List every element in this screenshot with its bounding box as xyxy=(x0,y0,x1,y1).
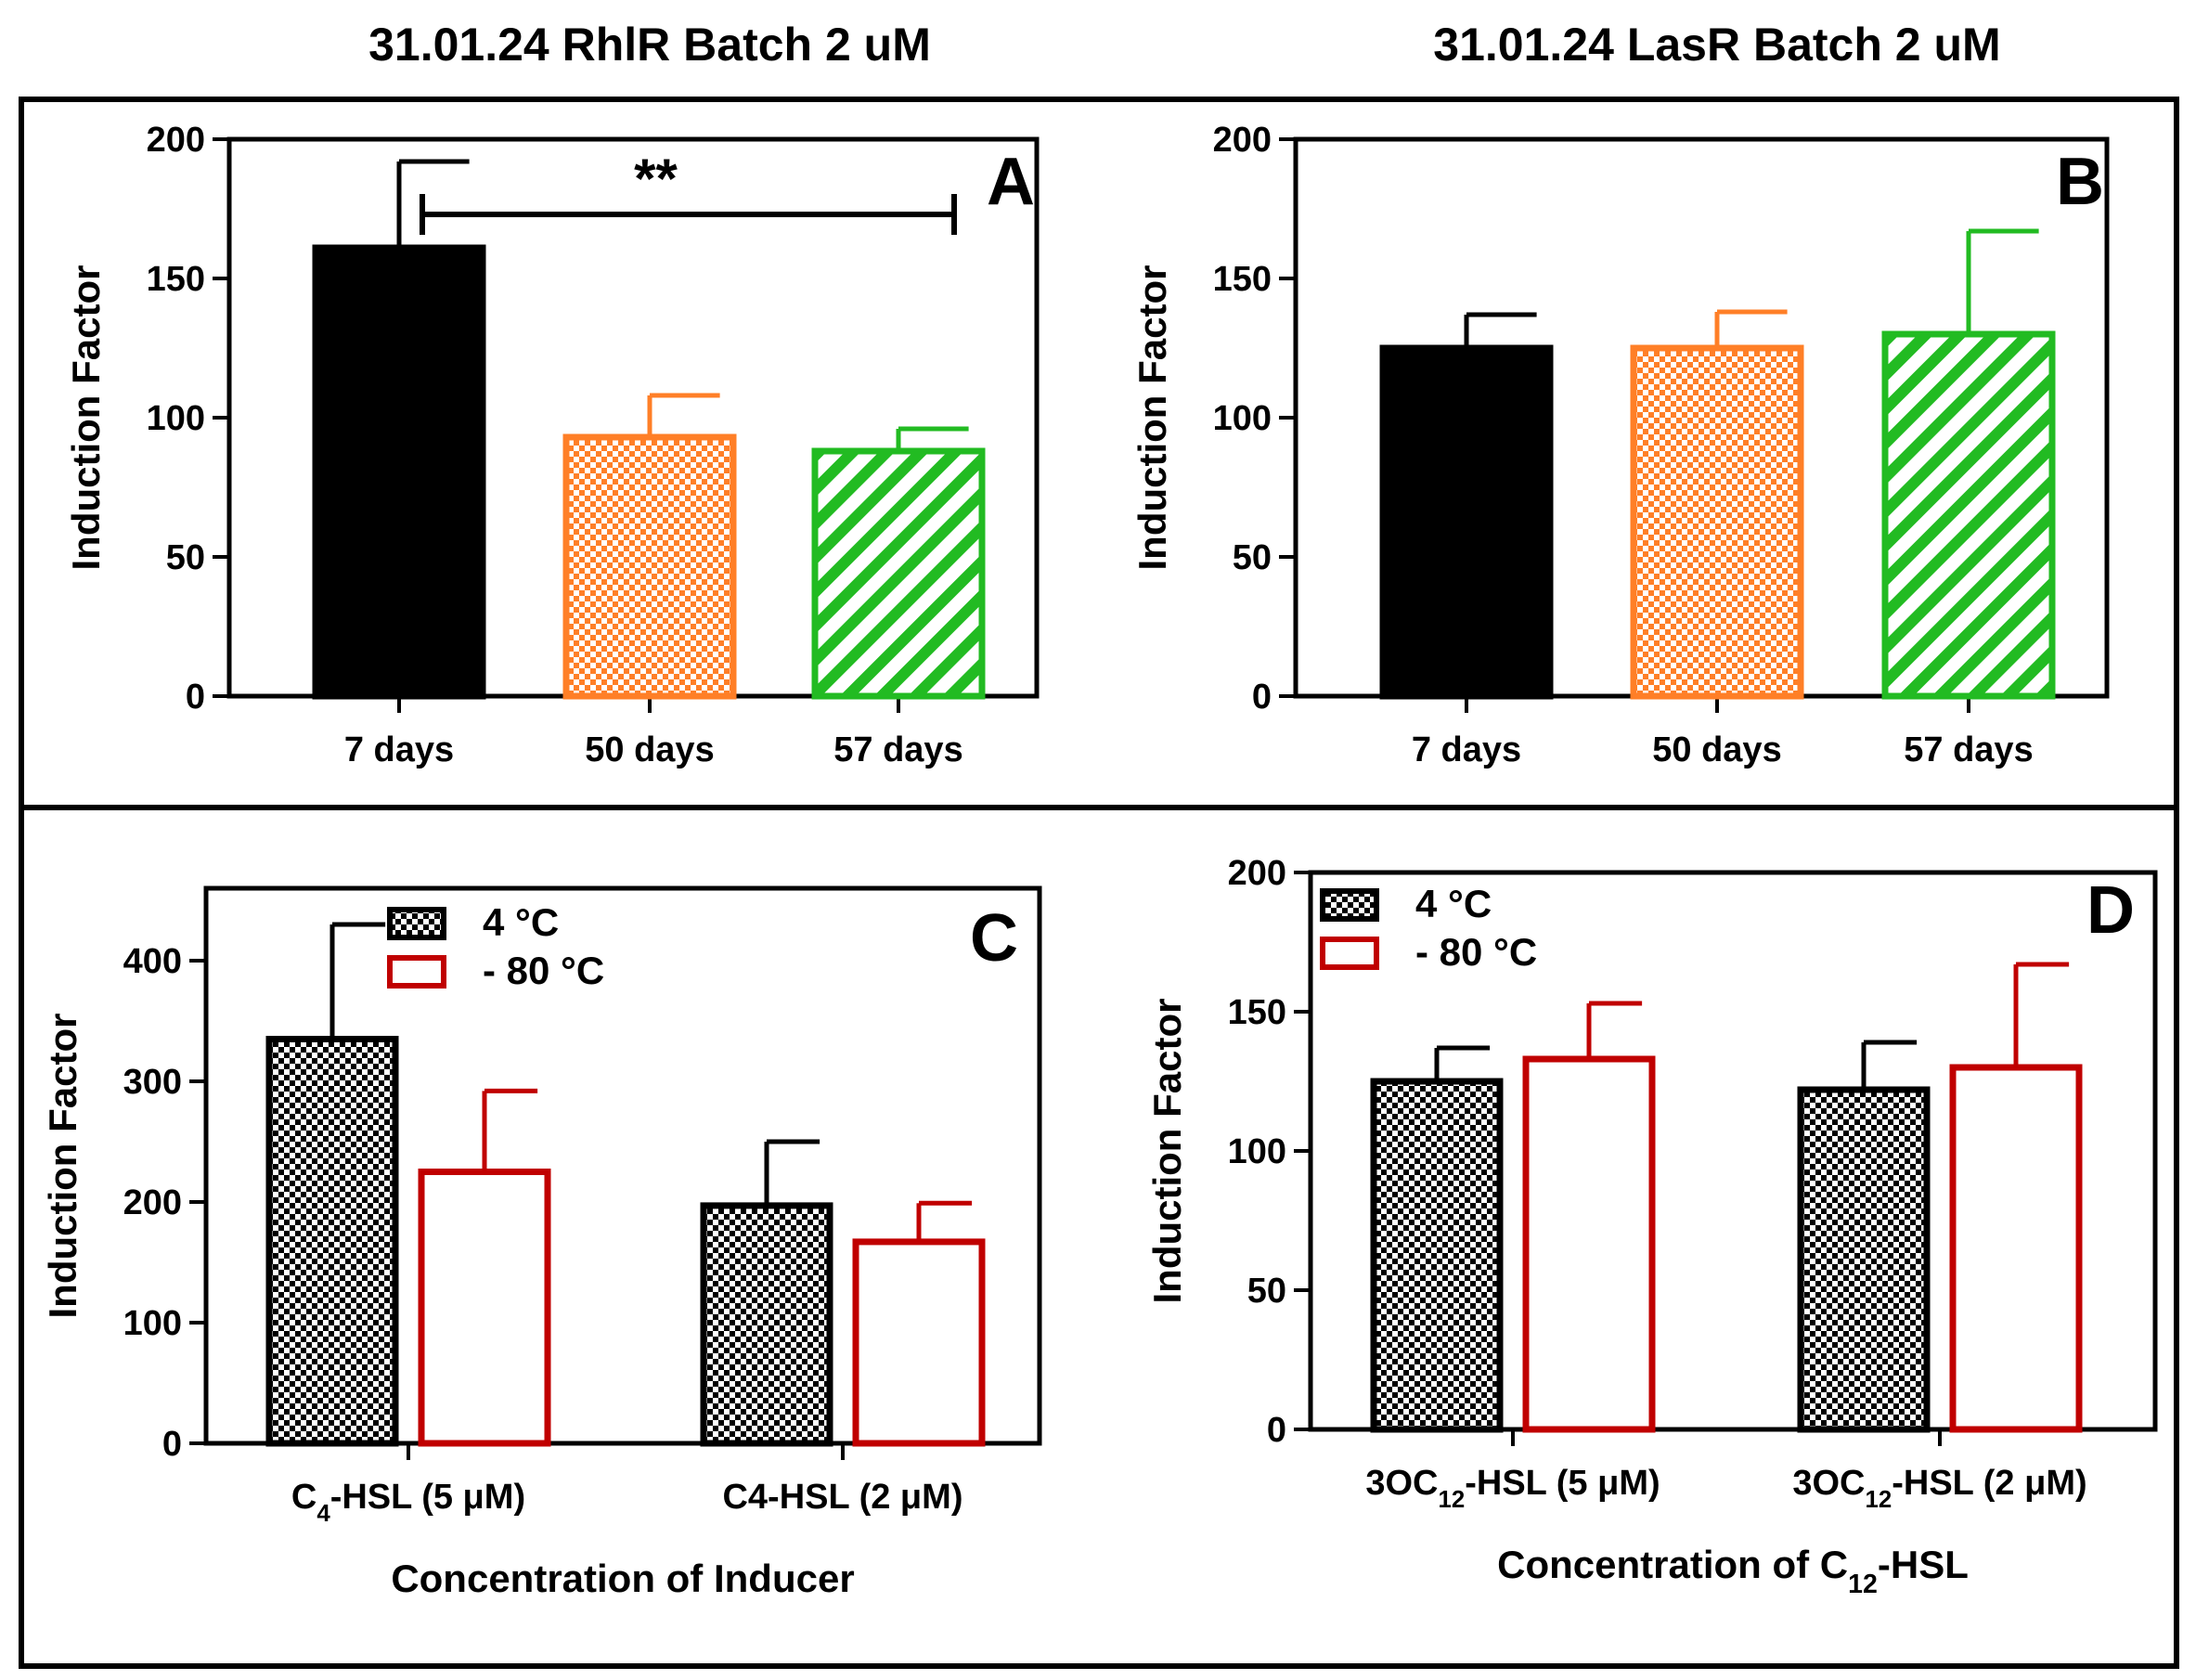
x-tick-label-subscript: 12 xyxy=(1865,1487,1892,1513)
bar-2 xyxy=(1881,330,2056,700)
y-axis-label: Induction Factor xyxy=(64,265,108,571)
y-tick-label: 0 xyxy=(1267,1411,1286,1450)
x-tick-label-subscript: 4 xyxy=(316,1501,330,1527)
y-tick-label: 200 xyxy=(147,121,205,160)
bar-1 xyxy=(562,433,737,700)
x-tick-label: 7 days xyxy=(344,730,454,769)
x-tick-label-part: 3OC xyxy=(1792,1464,1865,1503)
y-tick-label: 0 xyxy=(162,1425,182,1464)
y-tick-label: 200 xyxy=(123,1183,182,1222)
y-tick-label: 300 xyxy=(123,1063,182,1102)
x-tick-label-part: -HSL (5 μM) xyxy=(330,1478,525,1517)
plot-frame xyxy=(203,885,1042,1446)
y-tick-label: 0 xyxy=(1252,678,1272,717)
y-tick-label: 200 xyxy=(1213,121,1272,160)
significance-label: ** xyxy=(634,148,678,210)
y-tick-label: 100 xyxy=(1213,399,1272,438)
bar-0 xyxy=(312,244,486,700)
legend-swatch xyxy=(387,907,446,940)
x-tick-label: 57 days xyxy=(833,730,962,769)
bar-series-0-0 xyxy=(1370,1078,1504,1433)
x-tick-label: 50 days xyxy=(585,730,714,769)
y-tick-label: 50 xyxy=(166,538,205,577)
y-tick-label: 100 xyxy=(147,399,205,438)
legend-swatch xyxy=(1320,937,1379,970)
header-left: 31.01.24 RhlR Batch 2 uM xyxy=(368,19,931,71)
outer-frame xyxy=(19,97,2179,1669)
bar-series-0-1 xyxy=(1797,1086,1931,1433)
y-tick-label: 0 xyxy=(186,678,205,717)
x-tick-label: C4-HSL (2 μM) xyxy=(722,1478,962,1517)
x-tick-label: 50 days xyxy=(1652,730,1781,769)
y-tick-label: 400 xyxy=(123,942,182,981)
bar-series-0-1 xyxy=(700,1202,833,1447)
chart-panel-B: 0 50 100 150 200 Induction Factor B 7 days 50 da… xyxy=(1130,121,2110,769)
x-axis-label-subscript: 12 xyxy=(1848,1570,1878,1599)
y-tick-label: 150 xyxy=(1228,993,1286,1032)
x-tick-label-part: -HSL (2 μM) xyxy=(1892,1464,2086,1503)
x-axis-label: Concentration of Inducer xyxy=(391,1557,854,1600)
panel-letter: B xyxy=(2056,145,2104,219)
legend-label: - 80 °C xyxy=(1415,930,1537,974)
header-right: 31.01.24 LasR Batch 2 uM xyxy=(1433,19,2000,71)
legend-swatch xyxy=(1320,888,1379,922)
bar-series-1-0 xyxy=(418,1169,551,1447)
panel-letter: C xyxy=(970,901,1018,976)
panels-layer: 0 50 100 150 200 Induction Factor A 7 days 50 da… xyxy=(41,121,2158,1600)
panel-letter: A xyxy=(987,145,1035,219)
bar-0 xyxy=(1379,344,1554,700)
y-tick-label: 100 xyxy=(123,1304,182,1343)
bar-series-1-1 xyxy=(852,1238,986,1447)
x-tick-label: 3OC12-HSL (5 μM) xyxy=(1365,1464,1660,1513)
legend-swatch xyxy=(387,955,446,989)
bar-series-1-1 xyxy=(1949,1064,2083,1433)
x-tick-label: 57 days xyxy=(1904,730,2033,769)
x-tick-label-part: C4-HSL (2 μM) xyxy=(722,1478,962,1517)
legend-label: 4 °C xyxy=(1415,882,1492,925)
y-tick-label: 100 xyxy=(1228,1132,1286,1171)
legend-label: - 80 °C xyxy=(483,949,604,992)
x-tick-label-subscript: 12 xyxy=(1438,1487,1465,1513)
y-tick-label: 200 xyxy=(1228,854,1286,893)
y-axis-label: Induction Factor xyxy=(1130,265,1174,571)
y-tick-label: 150 xyxy=(147,260,205,299)
y-tick-label: 50 xyxy=(1233,538,1272,577)
y-axis-label: Induction Factor xyxy=(1145,999,1189,1304)
bar-series-0-0 xyxy=(265,1036,399,1447)
bar-series-1-0 xyxy=(1522,1055,1656,1433)
legend-label: 4 °C xyxy=(483,900,559,944)
bar-1 xyxy=(1630,344,1804,700)
y-axis-label: Induction Factor xyxy=(41,1014,84,1319)
x-axis-label-part: Concentration of C xyxy=(1497,1543,1848,1586)
x-tick-label: C4-HSL (5 μM) xyxy=(291,1478,525,1527)
y-tick-label: 150 xyxy=(1213,260,1272,299)
x-tick-label-part: C xyxy=(291,1478,316,1517)
x-tick-label-part: 3OC xyxy=(1365,1464,1438,1503)
x-tick-label-part: -HSL (5 μM) xyxy=(1465,1464,1660,1503)
panel-letter: D xyxy=(2086,873,2135,948)
y-tick-label: 50 xyxy=(1247,1272,1286,1311)
chart-panel-A: 0 50 100 150 200 Induction Factor A 7 days 50 da… xyxy=(64,121,1040,769)
x-tick-label: 3OC12-HSL (2 μM) xyxy=(1792,1464,2086,1513)
x-tick-label: 7 days xyxy=(1412,730,1521,769)
bar-2 xyxy=(811,447,986,700)
x-axis-label: Concentration of C12-HSL xyxy=(1497,1543,1969,1599)
x-axis-label-part: -HSL xyxy=(1878,1543,1969,1586)
